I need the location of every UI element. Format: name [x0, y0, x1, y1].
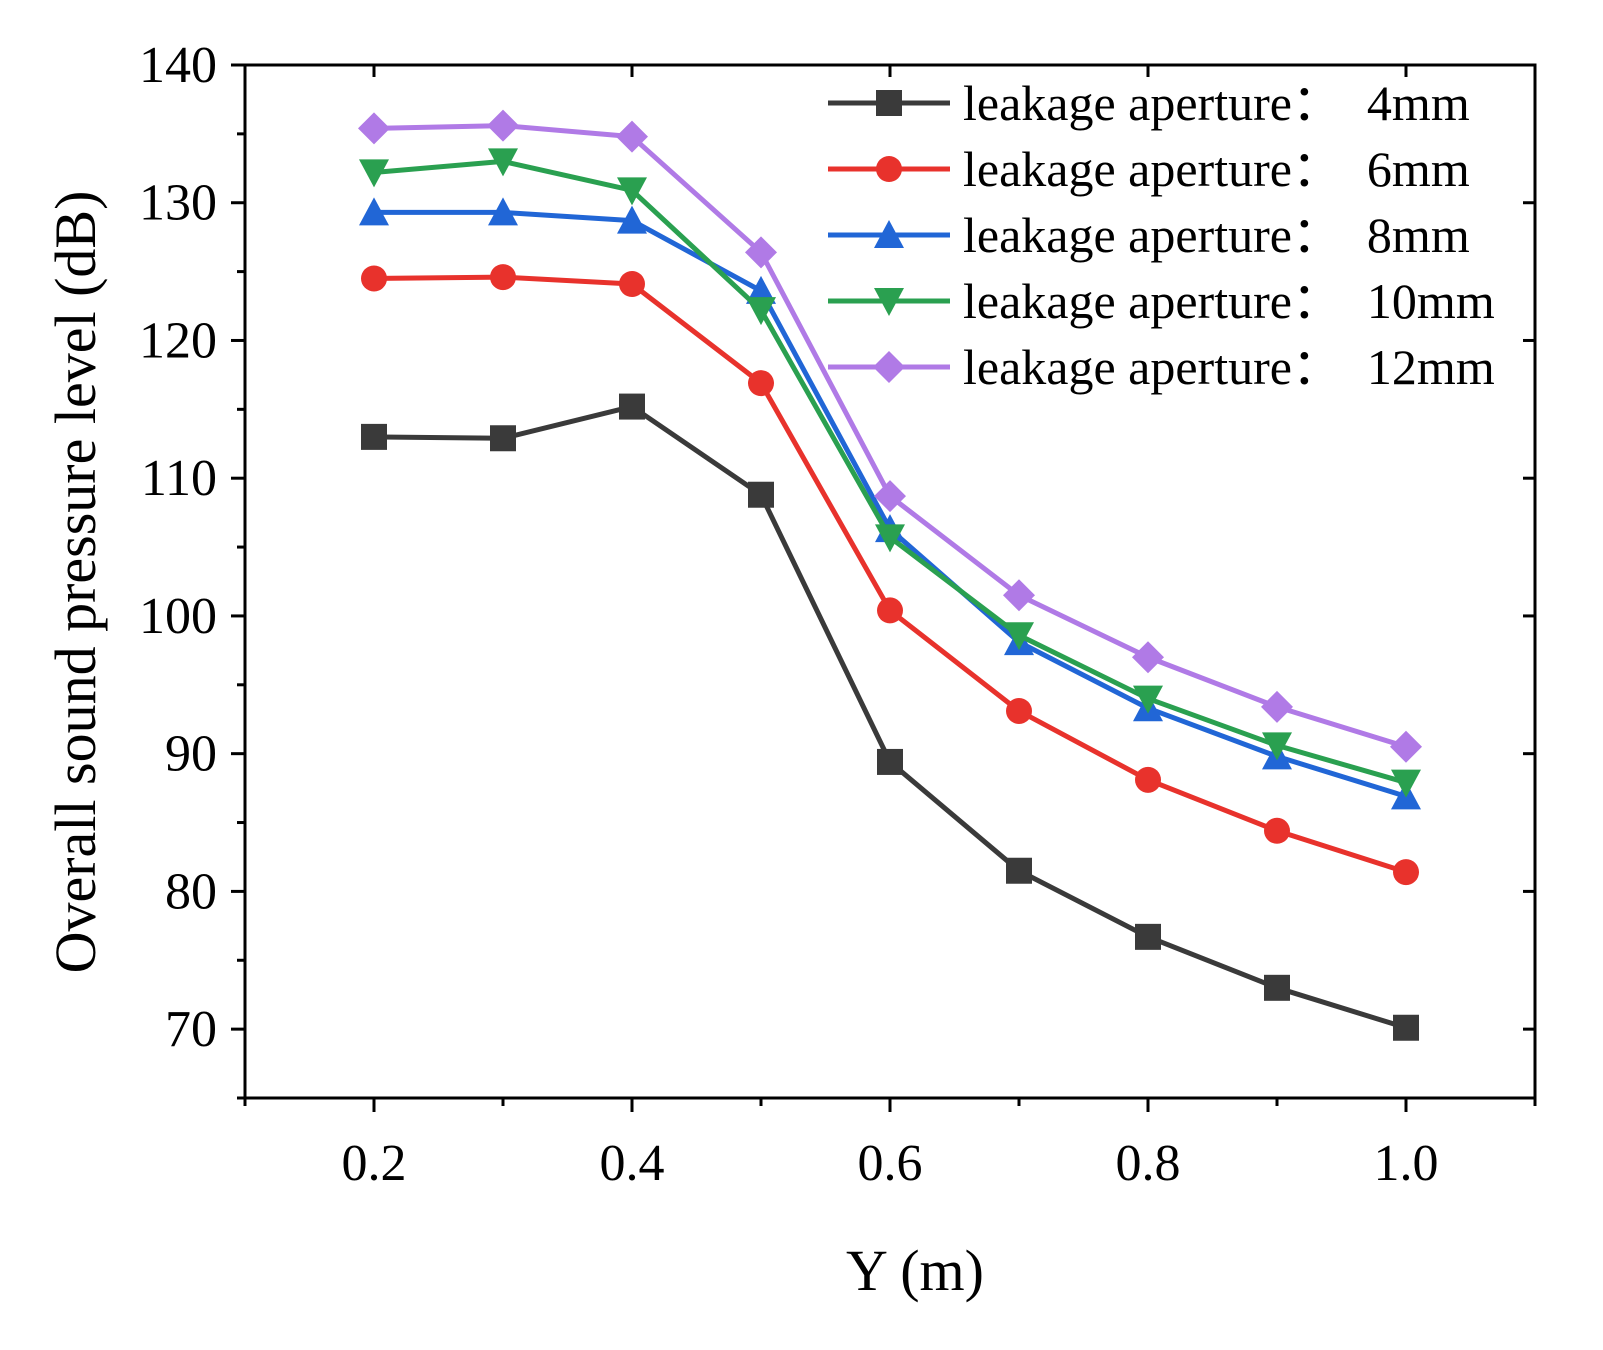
data-point	[488, 148, 518, 177]
legend-marker	[874, 288, 904, 316]
legend-label: leakage aperture： 12mm	[963, 339, 1495, 395]
legend-entry-5: leakage aperture： 12mm	[828, 339, 1495, 395]
legend-entry-1: leakage aperture： 4mm	[828, 75, 1470, 131]
legend-label: leakage aperture： 8mm	[963, 207, 1470, 263]
x-tick-label: 0.4	[600, 1135, 665, 1192]
legend-entry-4: leakage aperture： 10mm	[828, 273, 1495, 329]
series-1	[361, 393, 1419, 1041]
series-4	[359, 148, 1421, 798]
data-point	[1393, 1014, 1419, 1041]
y-tick-label: 140	[139, 37, 217, 94]
data-point	[748, 481, 774, 508]
data-point	[619, 270, 645, 297]
data-point	[361, 265, 387, 292]
data-point	[359, 197, 389, 226]
x-tick-label: 1.0	[1374, 1135, 1439, 1192]
data-point	[1393, 859, 1419, 886]
data-point	[616, 120, 648, 153]
data-point	[359, 159, 389, 188]
data-point	[877, 597, 903, 624]
y-tick-label: 120	[139, 312, 217, 369]
data-point	[1133, 685, 1163, 714]
y-tick-label: 100	[139, 588, 217, 645]
legend-marker	[874, 220, 904, 248]
data-point	[617, 205, 647, 234]
data-point	[1004, 622, 1034, 651]
x-tick-label: 0.6	[858, 1135, 923, 1192]
legend-entry-2: leakage aperture： 6mm	[828, 141, 1470, 197]
data-point	[1264, 974, 1290, 1001]
x-axis-title: Y (m)	[846, 1238, 984, 1303]
y-tick-label: 80	[165, 863, 217, 920]
y-tick-label: 70	[165, 1001, 217, 1058]
data-point	[748, 370, 774, 397]
data-point	[1390, 730, 1422, 763]
data-point	[877, 748, 903, 775]
legend-marker	[876, 90, 902, 116]
data-point	[1006, 697, 1032, 724]
data-point	[1135, 766, 1161, 793]
legend-label: leakage aperture： 6mm	[963, 141, 1470, 197]
legend-entry-3: leakage aperture： 8mm	[828, 207, 1470, 263]
data-point	[490, 425, 516, 452]
data-point	[746, 275, 776, 304]
data-point	[1003, 579, 1035, 612]
data-point	[1135, 923, 1161, 950]
data-point	[1261, 690, 1293, 723]
x-tick-label: 0.8	[1116, 1135, 1181, 1192]
x-tick-label: 0.2	[342, 1135, 407, 1192]
legend-marker	[873, 351, 905, 383]
legend-marker	[876, 156, 902, 182]
y-tick-label: 90	[165, 726, 217, 783]
series-2	[361, 264, 1419, 886]
data-point	[1132, 641, 1164, 674]
data-point	[619, 393, 645, 420]
data-point	[875, 524, 905, 553]
data-point	[1264, 817, 1290, 844]
data-point	[746, 297, 776, 326]
data-point	[1262, 732, 1292, 761]
data-point	[1006, 857, 1032, 884]
legend-label: leakage aperture： 4mm	[963, 75, 1470, 131]
y-tick-label: 130	[139, 175, 217, 232]
series-5	[358, 109, 1422, 763]
data-point	[358, 112, 390, 145]
data-point	[617, 177, 647, 206]
data-point	[1391, 769, 1421, 798]
data-point	[488, 197, 518, 226]
y-axis-title: Overall sound pressure level (dB)	[43, 191, 108, 974]
data-point	[874, 480, 906, 513]
data-point	[490, 264, 516, 291]
data-point	[361, 423, 387, 450]
y-tick-label: 110	[141, 450, 217, 507]
data-point	[487, 109, 519, 142]
data-point	[745, 236, 777, 269]
legend-label: leakage aperture： 10mm	[963, 273, 1495, 329]
